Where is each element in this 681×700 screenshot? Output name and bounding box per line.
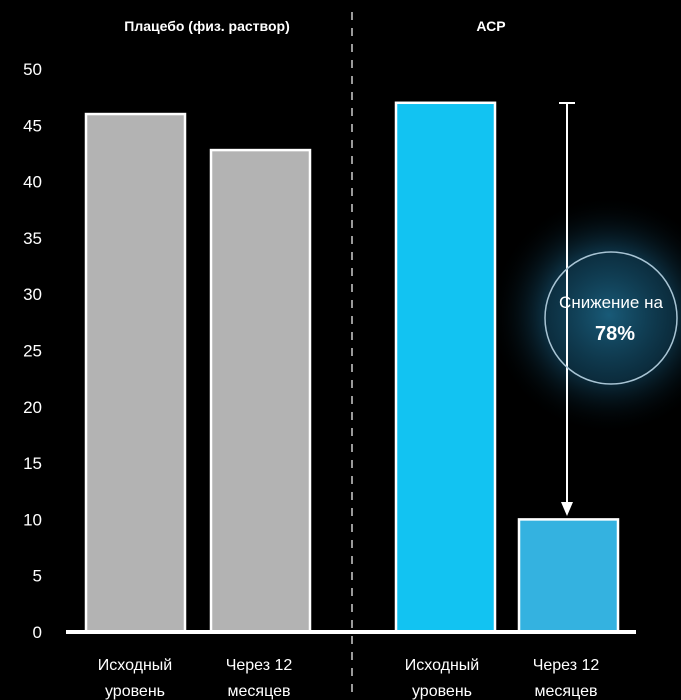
category-label: месяцев: [228, 683, 291, 700]
annotation-text: Снижение на: [559, 293, 663, 312]
bar: [517, 518, 620, 634]
annotation-value: 78%: [595, 323, 635, 345]
category-label: Исходный: [98, 657, 172, 674]
group-title-acp: АСР: [476, 18, 505, 34]
y-tick-label: 10: [23, 510, 42, 529]
y-tick-label: 30: [23, 285, 42, 304]
y-tick-label: 40: [23, 173, 42, 192]
bar: [394, 101, 497, 634]
category-labels: Исходный уровень Через 12 месяцев Исходный ур…: [98, 657, 600, 700]
category-label: уровень: [105, 683, 165, 700]
y-tick-label: 15: [23, 454, 42, 473]
category-label: месяцев: [535, 683, 598, 700]
y-tick-label: 5: [33, 567, 42, 586]
reduction-arrow: [559, 102, 575, 516]
annotation-circle: [544, 251, 678, 385]
y-tick-label: 35: [23, 229, 42, 248]
y-tick-label: 20: [23, 398, 42, 417]
category-label: Через 12: [226, 657, 293, 674]
bar: [209, 148, 312, 634]
category-label: Через 12: [533, 657, 600, 674]
y-tick-label: 50: [23, 60, 42, 79]
y-tick-labels: 0 5 10 15 20 25 30 35 40 45 50: [23, 60, 42, 642]
annotation-glow: [489, 195, 681, 435]
y-tick-label: 45: [23, 116, 42, 135]
category-label: Исходный: [405, 657, 479, 674]
category-label: уровень: [412, 683, 472, 700]
y-tick-label: 0: [33, 623, 42, 642]
y-tick-label: 25: [23, 342, 42, 361]
group-title-placebo: Плацебо (физ. раствор): [124, 18, 289, 34]
bar: [84, 112, 187, 634]
